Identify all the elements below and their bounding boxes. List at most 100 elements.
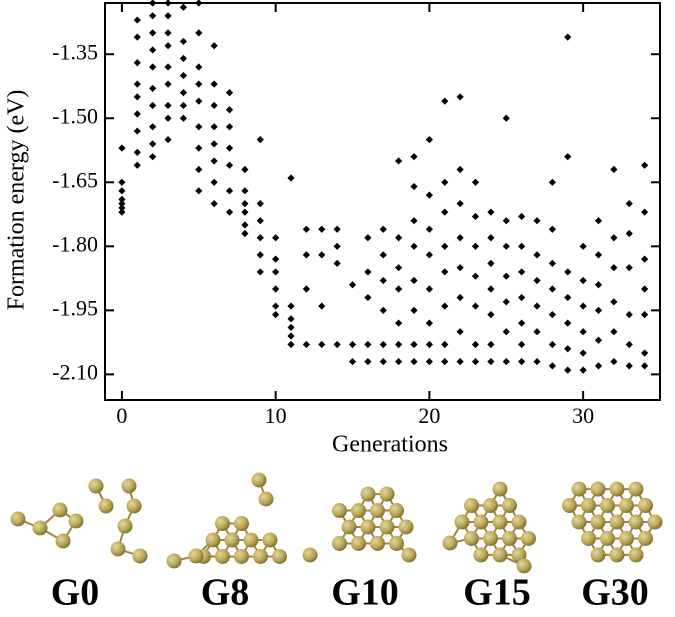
cluster xyxy=(166,472,287,569)
atom xyxy=(379,486,395,502)
data-point xyxy=(133,127,141,135)
data-point xyxy=(564,268,572,276)
data-point xyxy=(533,328,541,336)
atom xyxy=(398,519,414,535)
data-point xyxy=(149,84,157,92)
data-point xyxy=(164,63,172,71)
atom xyxy=(379,519,395,535)
data-point xyxy=(456,264,464,272)
data-point xyxy=(548,340,556,349)
data-point xyxy=(502,114,510,122)
data-point xyxy=(441,340,449,349)
data-point xyxy=(548,285,556,293)
atom xyxy=(492,514,508,530)
atom xyxy=(590,547,606,563)
data-point xyxy=(425,225,433,233)
data-point xyxy=(425,319,433,327)
atom xyxy=(370,535,385,551)
data-point xyxy=(333,340,341,349)
data-point xyxy=(441,268,449,276)
data-point xyxy=(118,195,126,203)
data-point xyxy=(241,165,249,174)
data-point xyxy=(241,208,249,216)
data-point xyxy=(149,153,157,161)
data-point xyxy=(487,340,495,349)
data-point xyxy=(302,285,310,293)
data-point xyxy=(272,255,280,263)
atom xyxy=(234,516,249,532)
data-point xyxy=(133,59,141,67)
atom xyxy=(272,548,287,564)
data-point xyxy=(195,63,203,71)
data-point xyxy=(379,276,387,285)
data-point xyxy=(318,225,326,233)
data-point xyxy=(579,349,587,357)
data-point xyxy=(456,234,464,242)
atom xyxy=(628,514,644,530)
data-point xyxy=(610,328,618,336)
atom xyxy=(571,514,587,530)
atom xyxy=(251,472,267,488)
data-point xyxy=(487,357,495,366)
data-point xyxy=(471,357,480,366)
data-point xyxy=(133,93,141,101)
atom xyxy=(389,503,404,519)
atom xyxy=(351,503,366,519)
data-point xyxy=(210,178,218,186)
data-point xyxy=(241,187,249,195)
data-point xyxy=(456,93,464,101)
data-point xyxy=(533,251,541,259)
atom xyxy=(234,548,249,564)
data-point xyxy=(487,208,495,216)
data-point xyxy=(395,285,403,293)
atom xyxy=(126,498,142,514)
data-point xyxy=(118,204,126,212)
data-point xyxy=(395,234,403,242)
data-point xyxy=(425,357,433,366)
data-point xyxy=(287,332,295,340)
plot-frame xyxy=(104,2,661,401)
data-point xyxy=(564,319,572,327)
data-point xyxy=(502,242,510,250)
data-point xyxy=(195,97,203,105)
atom xyxy=(215,516,230,532)
data-point xyxy=(179,89,188,97)
data-point xyxy=(610,234,618,242)
data-point xyxy=(441,97,449,105)
data-point xyxy=(133,161,141,169)
data-point xyxy=(272,302,280,310)
atom xyxy=(628,481,644,497)
data-point xyxy=(379,225,387,233)
data-point xyxy=(195,144,203,152)
atom xyxy=(132,548,148,564)
data-point xyxy=(456,165,464,174)
atom xyxy=(619,530,634,546)
data-point xyxy=(256,136,264,144)
data-point xyxy=(302,340,310,349)
data-point xyxy=(379,306,387,314)
data-point xyxy=(179,3,188,11)
data-point xyxy=(149,0,157,7)
data-point xyxy=(641,208,649,216)
data-point xyxy=(149,101,157,110)
atom xyxy=(454,514,470,530)
data-point xyxy=(533,357,541,366)
data-point xyxy=(425,136,433,144)
atom xyxy=(483,530,498,546)
atom xyxy=(483,498,498,514)
atom xyxy=(647,514,663,530)
data-point xyxy=(548,362,556,370)
data-point xyxy=(287,340,295,349)
data-point xyxy=(379,357,387,366)
data-point xyxy=(179,54,188,63)
data-point xyxy=(579,242,587,250)
data-point xyxy=(471,302,480,310)
atom xyxy=(258,491,274,507)
data-point xyxy=(579,366,587,374)
data-point xyxy=(164,101,172,110)
data-point xyxy=(594,336,603,344)
data-point xyxy=(287,323,295,332)
data-point xyxy=(594,251,603,259)
data-point xyxy=(256,251,264,259)
data-point xyxy=(564,293,572,302)
